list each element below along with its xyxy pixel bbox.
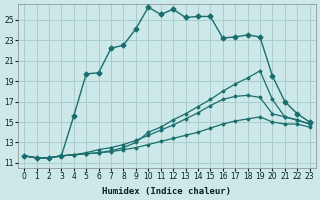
X-axis label: Humidex (Indice chaleur): Humidex (Indice chaleur) [102,187,231,196]
